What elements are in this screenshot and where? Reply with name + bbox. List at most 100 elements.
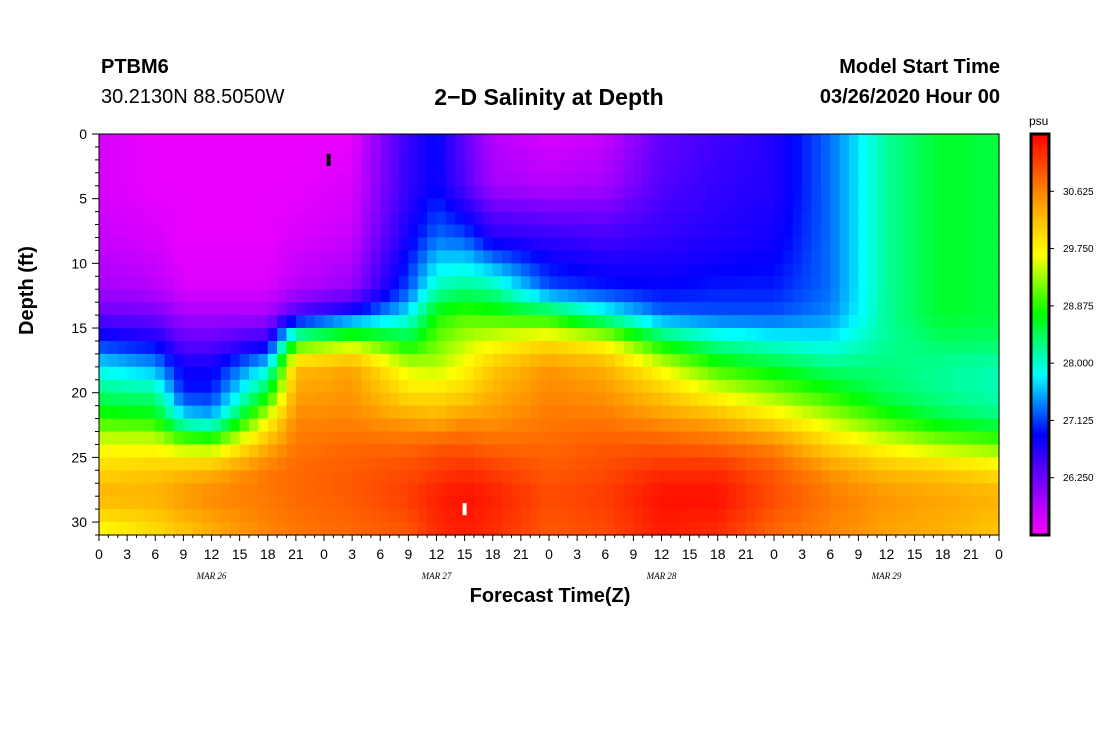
heatmap-cell — [370, 315, 381, 329]
heatmap-cell — [464, 470, 475, 484]
heatmap-cell — [108, 315, 119, 329]
heatmap-cell — [267, 353, 278, 368]
heatmap-cell — [342, 328, 353, 342]
heatmap-cell — [324, 302, 334, 316]
heatmap-cell — [614, 276, 625, 290]
heatmap-cell — [811, 483, 822, 497]
heatmap-cell — [117, 185, 128, 200]
heatmap-cell — [558, 315, 569, 329]
heatmap-cell — [727, 159, 738, 174]
heatmap-cell — [249, 198, 259, 213]
heatmap-cell — [839, 431, 850, 446]
heatmap-cell — [492, 379, 503, 394]
heatmap-cell — [924, 302, 934, 316]
heatmap-cell — [961, 263, 972, 277]
heatmap-cell — [877, 276, 888, 290]
heatmap-cell — [380, 444, 391, 458]
heatmap-cell — [361, 172, 372, 187]
heatmap-cell — [380, 289, 391, 303]
heatmap-cell — [567, 405, 578, 420]
heatmap-cell — [277, 353, 288, 368]
heatmap-cell — [295, 211, 306, 226]
heatmap-cell — [267, 522, 278, 536]
heatmap-cell — [324, 483, 334, 497]
heatmap-cell — [427, 340, 438, 355]
heatmap-cell — [333, 237, 344, 252]
heatmap-cell — [736, 289, 747, 303]
heatmap-cell — [511, 444, 522, 458]
heatmap-cell — [689, 276, 700, 290]
heatmap-cell — [614, 522, 625, 536]
heatmap-cell — [408, 353, 419, 368]
heatmap-cell — [520, 522, 531, 536]
heatmap-cell — [417, 315, 428, 329]
heatmap-cell — [661, 302, 672, 316]
heatmap-cell — [183, 134, 194, 148]
heatmap-cell — [802, 418, 813, 433]
heatmap-cell — [370, 509, 381, 523]
heatmap-cell — [567, 159, 578, 174]
heatmap-cell — [408, 250, 419, 264]
heatmap-cell — [455, 328, 466, 342]
heatmap-cell — [455, 134, 466, 148]
heatmap-cell — [933, 522, 944, 536]
heatmap-cell — [202, 405, 213, 420]
heatmap-cell — [502, 328, 513, 342]
heatmap-cell — [745, 289, 756, 303]
heatmap-cell — [427, 418, 438, 433]
heatmap-cell — [202, 392, 213, 407]
heatmap-cell — [483, 237, 494, 252]
heatmap-cell — [933, 392, 944, 407]
heatmap-cell — [502, 431, 513, 446]
heatmap-cell — [680, 522, 691, 536]
heatmap-cell — [914, 366, 925, 381]
heatmap-cell — [455, 211, 466, 226]
heatmap-cell — [314, 328, 325, 342]
heatmap-cell — [408, 392, 419, 407]
heatmap-cell — [586, 366, 597, 381]
heatmap-cell — [333, 172, 344, 187]
heatmap-cell — [389, 134, 400, 148]
heatmap-cell — [699, 185, 709, 200]
heatmap-cell — [108, 302, 119, 316]
heatmap-cell — [445, 405, 456, 420]
heatmap-cell — [511, 328, 522, 342]
heatmap-cell — [933, 353, 944, 368]
heatmap-cell — [727, 172, 738, 187]
y-tick-label: 15 — [71, 320, 87, 336]
heatmap-cell — [277, 237, 288, 252]
heatmap-cell — [249, 418, 259, 433]
heatmap-cell — [239, 263, 250, 277]
heatmap-cell — [549, 418, 559, 433]
heatmap-cell — [455, 353, 466, 368]
heatmap-cell — [577, 405, 588, 420]
colorbar-gradient — [1031, 134, 1049, 535]
heatmap-cell — [727, 522, 738, 536]
heatmap-cell — [867, 522, 878, 536]
heatmap-cell — [408, 340, 419, 355]
heatmap-cell — [886, 185, 897, 200]
heatmap-cell — [277, 457, 288, 471]
heatmap-cell — [624, 366, 634, 381]
heatmap-cell — [108, 224, 119, 239]
heatmap-cell — [595, 134, 606, 148]
heatmap-cell — [745, 211, 756, 226]
heatmap-cell — [333, 159, 344, 174]
heatmap-cell — [727, 483, 738, 497]
heatmap-cell — [220, 431, 231, 446]
heatmap-cell — [952, 159, 963, 174]
heatmap-cell — [980, 250, 991, 264]
heatmap-cell — [502, 263, 513, 277]
heatmap-cell — [127, 276, 138, 290]
heatmap-cell — [727, 276, 738, 290]
heatmap-cell — [267, 315, 278, 329]
heatmap-cell — [820, 496, 831, 510]
heatmap-cell — [314, 237, 325, 252]
heatmap-cell — [220, 237, 231, 252]
heatmap-cell — [924, 444, 934, 458]
heatmap-cell — [267, 483, 278, 497]
heatmap-cell — [399, 198, 409, 213]
heatmap-cell — [108, 431, 119, 446]
heatmap-cell — [633, 289, 644, 303]
heatmap-cell — [530, 405, 541, 420]
